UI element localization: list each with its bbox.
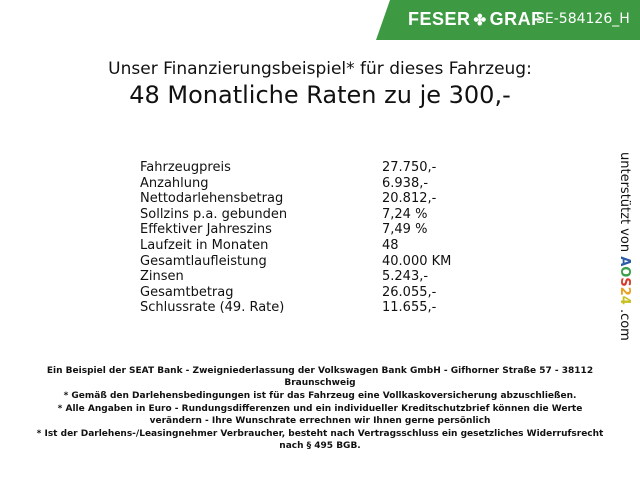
feser-graf-logo: FESER ✤ GRAF [408, 9, 543, 30]
row-label: Laufzeit in Monaten [140, 237, 269, 253]
supported-by-text: unterstützt von [617, 152, 632, 253]
table-row: Schlussrate (49. Rate) 11.655,- [140, 300, 470, 316]
rounding-note: * Alle Angaben in Euro - Rundungsdiffere… [57, 404, 583, 427]
table-row: Gesamtbetrag 26.055,- [140, 285, 470, 301]
table-row: Laufzeit in Monaten 48 [140, 238, 470, 254]
supported-by: unterstützt von AOS24 .com [612, 152, 632, 341]
row-value: 20.812,- [382, 191, 437, 207]
row-label: Sollzins p.a. gebunden [140, 206, 288, 222]
table-row: Sollzins p.a. gebunden 7,24 % [140, 207, 470, 223]
row-label: Zinsen [140, 269, 184, 285]
row-label: Nettodarlehensbetrag [140, 191, 284, 207]
title-line2: 48 Monatliche Raten zu je 300,- [129, 81, 511, 109]
row-value: 26.055,- [382, 284, 437, 300]
row-value: 5.243,- [382, 269, 429, 285]
row-value: 7,24 % [382, 206, 428, 222]
row-label: Effektiver Jahreszins [140, 222, 272, 238]
bank-note: Ein Beispiel der SEAT Bank - Zweignieder… [46, 366, 594, 388]
row-label: Schlussrate (49. Rate) [140, 300, 285, 316]
row-value: 40.000 KM [382, 253, 452, 269]
row-value: 27.750,- [382, 160, 437, 175]
brand-banner [376, 0, 640, 40]
table-row: Gesamtlaufleistung 40.000 KM [140, 254, 470, 270]
row-value: 48 [382, 237, 399, 253]
vehicle-code: SE-584126_H [536, 11, 630, 27]
footer-disclaimer: Ein Beispiel der SEAT Bank - Zweignieder… [30, 366, 610, 455]
table-row: Zinsen 5.243,- [140, 269, 470, 285]
table-row: Fahrzeugpreis 27.750,- [140, 160, 470, 176]
aos24-logo: AOS24 [617, 256, 632, 305]
row-label: Gesamtlaufleistung [140, 253, 267, 269]
table-row: Anzahlung 6.938,- [140, 176, 470, 192]
row-value: 7,49 % [382, 222, 428, 238]
brand-right: GRAF [489, 9, 543, 29]
finance-table: Fahrzeugpreis 27.750,- Anzahlung 6.938,- N… [140, 160, 470, 316]
clover-icon: ✤ [473, 12, 487, 29]
table-row: Nettodarlehensbetrag 20.812,- [140, 191, 470, 207]
row-value: 6.938,- [382, 175, 429, 191]
title-line1: Unser Finanzierungsbeispiel* für dieses … [108, 59, 532, 79]
withdrawal-note: * Ist der Darlehens-/Leasingnehmer Verbr… [36, 429, 604, 452]
brand-left: FESER [408, 9, 471, 29]
row-label: Gesamtbetrag [140, 284, 234, 300]
table-row: Effektiver Jahreszins 7,49 % [140, 222, 470, 238]
insurance-note: * Gemäß den Darlehensbedingungen ist für… [63, 391, 577, 402]
row-label: Anzahlung [140, 175, 209, 191]
domain-suffix: .com [617, 308, 632, 341]
row-label: Fahrzeugpreis [140, 160, 231, 175]
row-value: 11.655,- [382, 300, 437, 316]
